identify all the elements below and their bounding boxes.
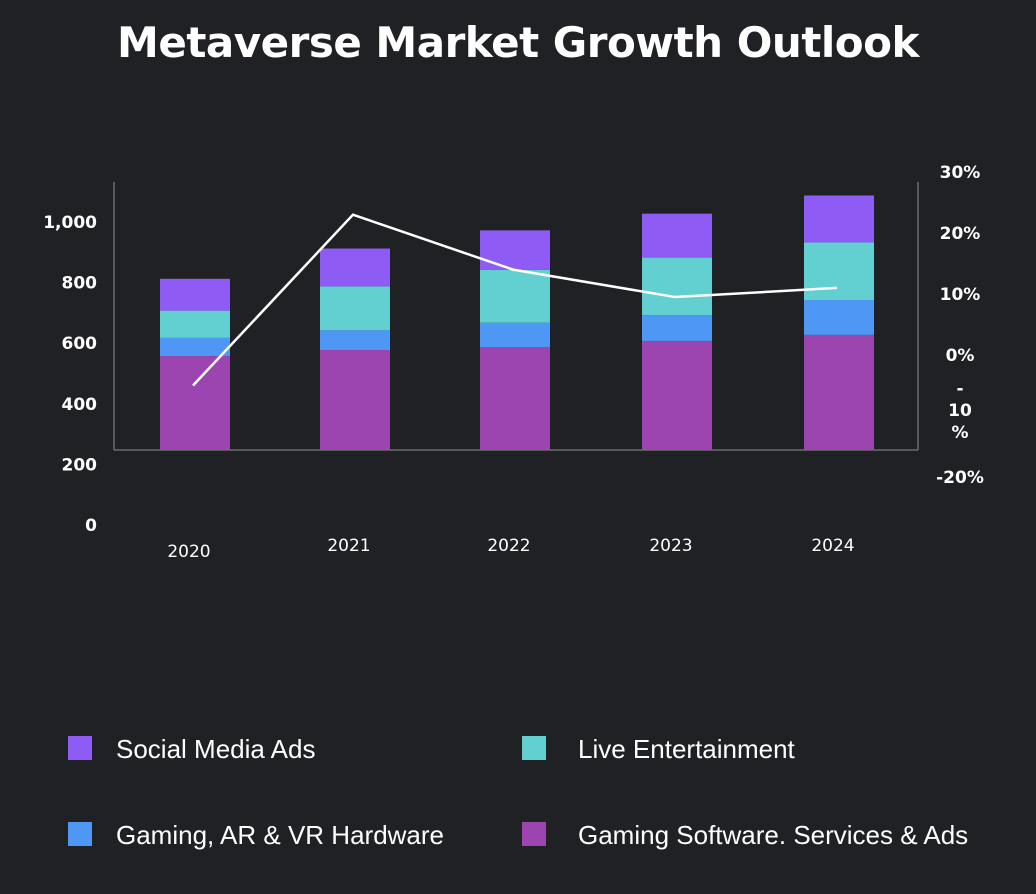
legend-label: Gaming, AR & VR Hardware bbox=[116, 820, 445, 850]
growth-line-layer bbox=[192, 213, 838, 387]
chart-labels: 02004006008001,000-20%-10%0%10%20%30%202… bbox=[43, 163, 984, 562]
bar-segment bbox=[804, 334, 874, 450]
bar-segment bbox=[320, 350, 390, 450]
y-left-tick-label: 600 bbox=[62, 334, 98, 354]
y-right-tick-label: 10 bbox=[948, 401, 972, 421]
bar-segment bbox=[480, 230, 550, 270]
legend-label: Social Media Ads bbox=[116, 734, 316, 764]
chart-bars bbox=[160, 195, 874, 450]
bar-segment bbox=[804, 300, 874, 335]
legend-swatch bbox=[522, 736, 546, 760]
y-right-tick-label: 30% bbox=[940, 163, 981, 183]
legend-label: Live Entertainment bbox=[578, 734, 795, 764]
bar-segment bbox=[320, 248, 390, 287]
bar-segment bbox=[804, 195, 874, 243]
y-left-tick-label: 400 bbox=[62, 395, 98, 415]
bar-segment bbox=[160, 278, 230, 311]
bar-segment bbox=[642, 213, 712, 258]
bar-segment bbox=[642, 340, 712, 450]
y-right-tick-label: 20% bbox=[940, 224, 981, 244]
legend-swatch bbox=[68, 822, 92, 846]
bar-segment bbox=[642, 257, 712, 316]
x-tick-label: 2020 bbox=[167, 542, 210, 562]
legend-label: Gaming Software. Services & Ads bbox=[578, 820, 969, 850]
chart-title: Metaverse Market Growth Outlook bbox=[117, 18, 919, 67]
x-tick-label: 2021 bbox=[327, 536, 370, 556]
y-left-tick-label: 200 bbox=[62, 455, 98, 475]
y-left-tick-label: 0 bbox=[85, 516, 97, 536]
bar-segment bbox=[642, 315, 712, 341]
x-tick-label: 2022 bbox=[487, 536, 530, 556]
bar-segment bbox=[160, 356, 230, 450]
x-tick-label: 2024 bbox=[811, 536, 854, 556]
y-left-tick-label: 1,000 bbox=[43, 213, 97, 233]
y-left-tick-label: 800 bbox=[62, 274, 98, 294]
y-right-tick-label: 10% bbox=[940, 285, 981, 305]
legend-swatch bbox=[68, 736, 92, 760]
bar-segment bbox=[320, 330, 390, 351]
bar-segment bbox=[160, 310, 230, 338]
bar-segment bbox=[480, 322, 550, 347]
bar-segment bbox=[480, 346, 550, 450]
y-right-tick-label: -20% bbox=[936, 468, 984, 488]
bar-segment bbox=[320, 286, 390, 331]
bar-segment bbox=[804, 242, 874, 301]
y-right-tick-label: 0% bbox=[946, 346, 975, 366]
x-tick-label: 2023 bbox=[649, 536, 692, 556]
bar-segment bbox=[480, 269, 550, 323]
growth-line bbox=[192, 213, 838, 387]
y-right-tick-label: - bbox=[956, 379, 963, 399]
y-right-tick-label: % bbox=[951, 423, 968, 443]
bar-segment bbox=[160, 337, 230, 357]
legend-swatch bbox=[522, 822, 546, 846]
